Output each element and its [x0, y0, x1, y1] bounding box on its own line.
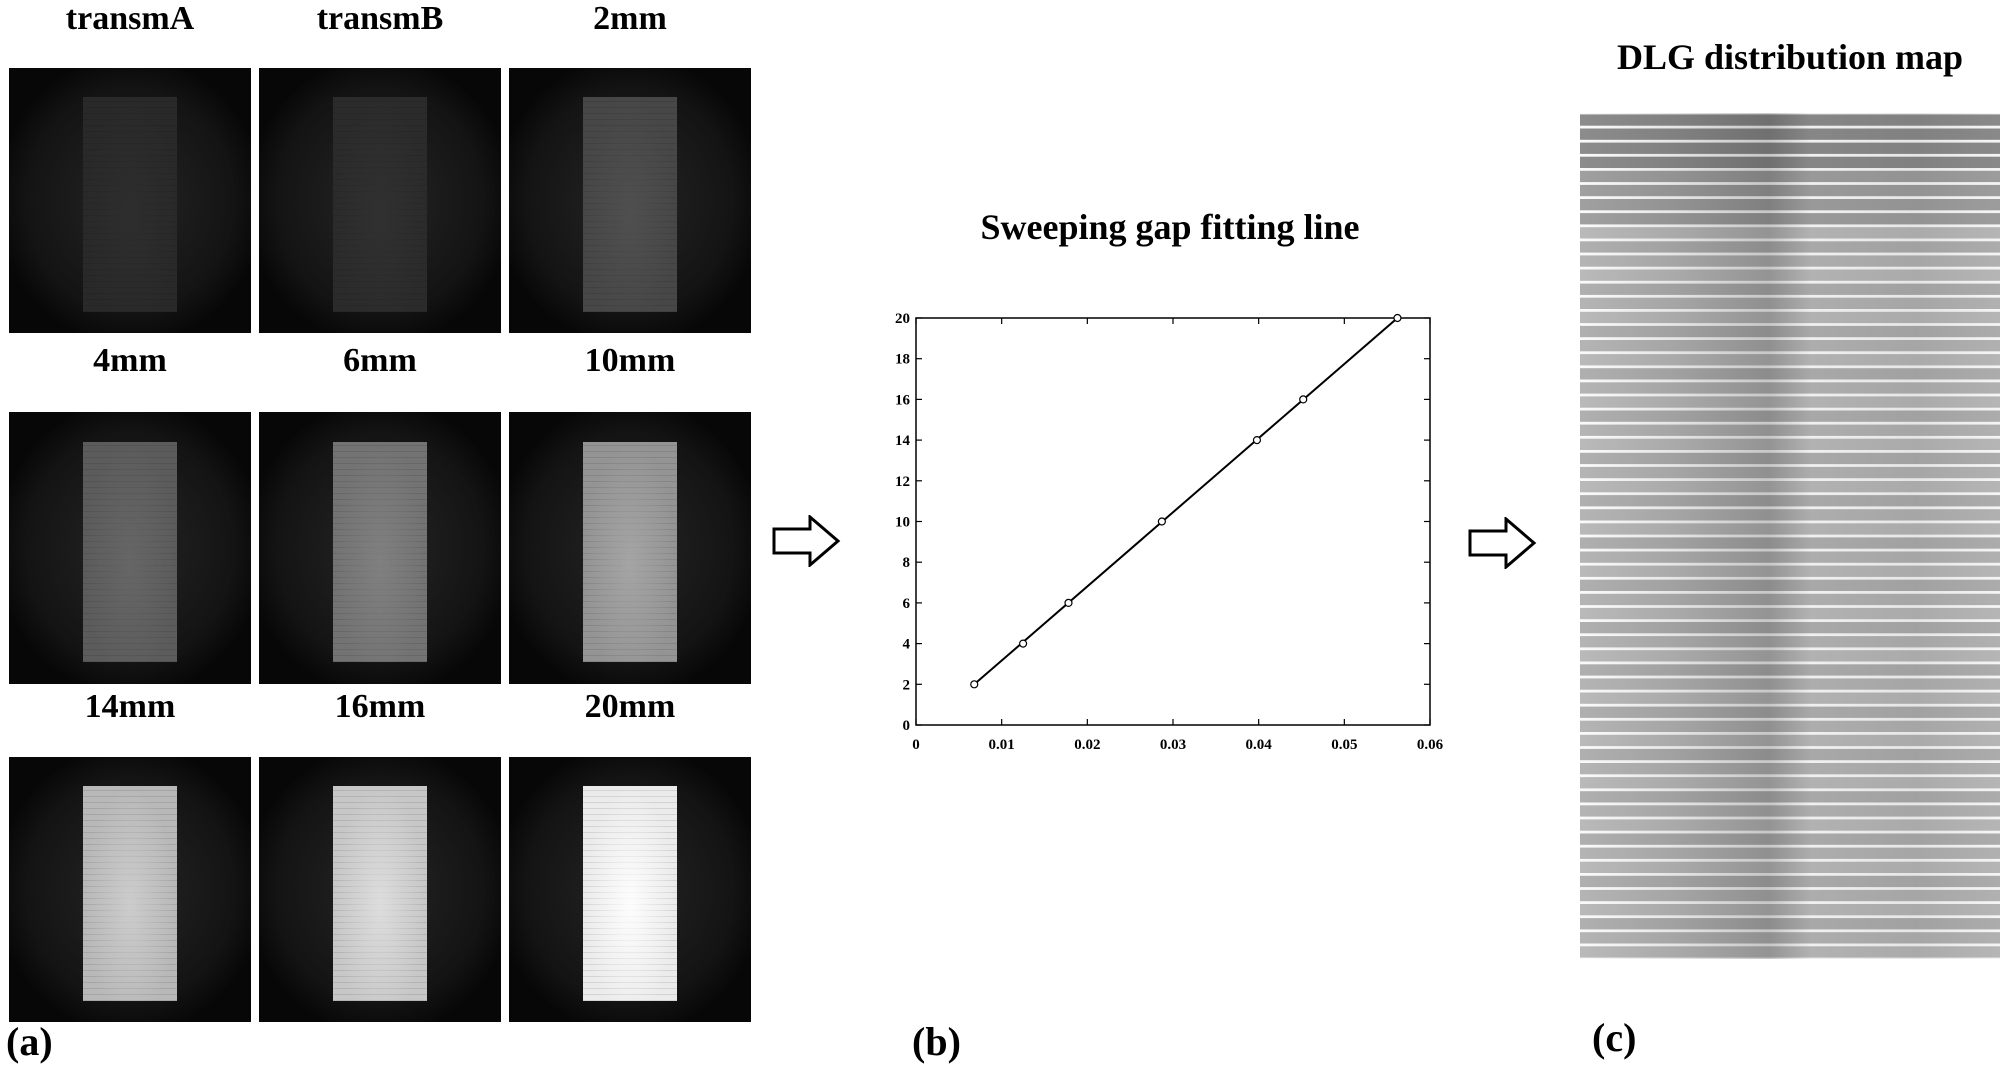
radiation-field: [82, 97, 178, 312]
arrow-right-icon: [1468, 517, 1537, 569]
image-label: 4mm: [93, 342, 167, 379]
plot-frame: [915, 317, 1431, 726]
radiation-field: [332, 97, 428, 312]
transmission-image: [509, 412, 751, 684]
panel-b-letter: (b): [912, 1019, 961, 1064]
panel-c-letter: (c): [1592, 1015, 1637, 1060]
y-tick-label: 20: [895, 311, 910, 327]
radiation-field: [82, 441, 178, 663]
dlg-map-title: DLG distribution map: [1616, 37, 1964, 77]
transmission-image: [509, 68, 751, 333]
x-tick-label: 0: [912, 737, 920, 753]
radiation-field: [582, 97, 678, 312]
radiation-field: [332, 441, 428, 663]
map-shading: [1580, 113, 2000, 959]
image-label: 20mm: [584, 688, 676, 725]
image-label: 2mm: [593, 0, 667, 37]
sweeping-gap-chart: 0 0.01 0.02 0.03 0.04 0.05 0.06 0 2 4 6 8 10 12 14 16 18…: [895, 311, 1444, 753]
data-point: [1064, 598, 1073, 607]
data-point: [1157, 517, 1166, 526]
x-tick-label: 0.04: [1246, 737, 1273, 753]
image-label: transmA: [65, 0, 195, 37]
fit-line: [973, 317, 1399, 686]
image-label: 14mm: [84, 688, 176, 725]
y-tick-label: 0: [903, 718, 911, 734]
radiation-field: [82, 786, 178, 1001]
data-point: [1252, 436, 1262, 445]
x-tick-label: 0.06: [1417, 737, 1444, 753]
transmission-image: [9, 757, 251, 1022]
y-tick-label: 4: [903, 637, 911, 653]
x-tick-label: 0.01: [989, 737, 1015, 753]
x-tick-label: 0.03: [1160, 737, 1186, 753]
chart-title: Sweeping gap fitting line: [980, 207, 1360, 247]
radiation-field: [332, 786, 428, 1001]
dlg-distribution-map: [1580, 113, 2000, 959]
image-label: 16mm: [334, 688, 426, 725]
x-tick-label: 0.02: [1074, 737, 1100, 753]
transmission-image: [9, 68, 251, 333]
transmission-image: [259, 757, 501, 1022]
transmission-image: [259, 412, 501, 684]
data-point: [1299, 395, 1308, 404]
y-tick-label: 12: [895, 474, 910, 490]
y-tick-label: 6: [903, 596, 911, 612]
transmission-image: [9, 412, 251, 684]
transmission-image: [509, 757, 751, 1022]
image-label: transmB: [316, 0, 444, 37]
arrow-right-icon: [772, 515, 841, 567]
y-tick-label: 18: [895, 352, 910, 368]
y-tick-label: 16: [895, 392, 911, 408]
x-tick-label: 0.05: [1331, 737, 1357, 753]
radiation-field: [582, 786, 678, 1001]
image-label: 6mm: [343, 342, 417, 379]
data-point: [1393, 313, 1402, 323]
data-point: [1018, 639, 1028, 648]
y-tick-label: 14: [895, 433, 911, 449]
data-point: [970, 680, 979, 689]
image-label: 10mm: [584, 342, 676, 379]
transmission-image: [259, 68, 501, 333]
y-tick-label: 10: [895, 515, 910, 531]
radiation-field: [582, 441, 678, 663]
y-tick-label: 2: [903, 677, 911, 693]
y-tick-label: 8: [903, 555, 911, 571]
panel-a-letter: (a): [6, 1019, 53, 1064]
